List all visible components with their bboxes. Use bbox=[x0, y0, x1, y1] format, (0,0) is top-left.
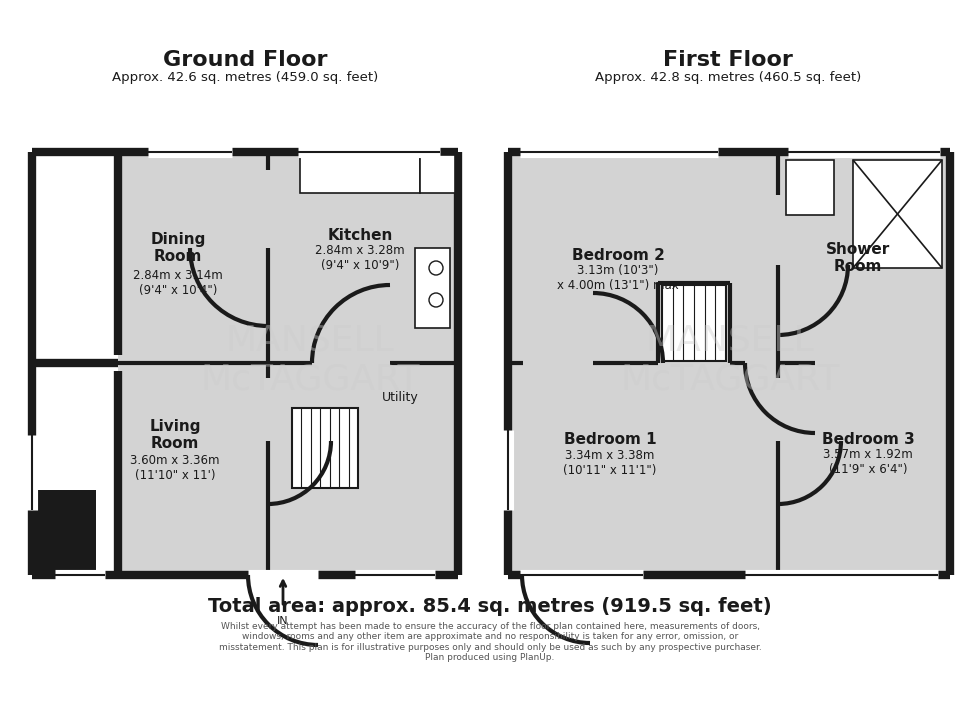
Text: 3.34m x 3.38m
(10'11" x 11'1"): 3.34m x 3.38m (10'11" x 11'1") bbox=[564, 449, 657, 477]
Text: Ground Floor: Ground Floor bbox=[163, 50, 327, 70]
Text: 2.84m x 3.14m
(9'4" x 10'4"): 2.84m x 3.14m (9'4" x 10'4") bbox=[133, 269, 222, 297]
Text: Kitchen: Kitchen bbox=[327, 228, 393, 243]
Text: Bedroom 1: Bedroom 1 bbox=[564, 432, 657, 448]
Text: 3.13m (10'3")
x 4.00m (13'1") max: 3.13m (10'3") x 4.00m (13'1") max bbox=[557, 264, 679, 292]
Bar bbox=[118, 152, 458, 575]
Bar bbox=[420, 155, 455, 193]
Text: Utility: Utility bbox=[381, 392, 418, 404]
Text: Bedroom 3: Bedroom 3 bbox=[821, 432, 914, 448]
Text: Shower
Room: Shower Room bbox=[826, 242, 890, 274]
Bar bbox=[662, 285, 726, 361]
Text: 3.57m x 1.92m
(11'9" x 6'4"): 3.57m x 1.92m (11'9" x 6'4") bbox=[823, 448, 913, 476]
Text: Dining
Room: Dining Room bbox=[150, 232, 206, 264]
Bar bbox=[32, 152, 118, 575]
Text: IN: IN bbox=[277, 616, 289, 626]
Text: MANSELL
McTAGGART: MANSELL McTAGGART bbox=[200, 323, 419, 397]
Text: Bedroom 2: Bedroom 2 bbox=[571, 248, 664, 263]
Text: Whilst every attempt has been made to ensure the accuracy of the floor plan cont: Whilst every attempt has been made to en… bbox=[219, 622, 761, 662]
Text: 3.60m x 3.36m
(11'10" x 11'): 3.60m x 3.36m (11'10" x 11') bbox=[130, 454, 220, 482]
Text: Living
Room: Living Room bbox=[149, 419, 201, 451]
Text: 2.84m x 3.28m
(9'4" x 10'9"): 2.84m x 3.28m (9'4" x 10'9") bbox=[316, 244, 405, 272]
Bar bbox=[415, 248, 450, 328]
Bar bbox=[508, 152, 950, 575]
Text: Approx. 42.6 sq. metres (459.0 sq. feet): Approx. 42.6 sq. metres (459.0 sq. feet) bbox=[112, 71, 378, 85]
Text: First Floor: First Floor bbox=[663, 50, 793, 70]
Text: Total area: approx. 85.4 sq. metres (919.5 sq. feet): Total area: approx. 85.4 sq. metres (919… bbox=[208, 597, 772, 617]
Bar bbox=[292, 408, 358, 488]
Bar bbox=[34, 490, 96, 575]
Bar bbox=[300, 155, 420, 193]
Bar bbox=[786, 160, 834, 215]
Text: MANSELL
McTAGGART: MANSELL McTAGGART bbox=[620, 323, 840, 397]
Text: Approx. 42.8 sq. metres (460.5 sq. feet): Approx. 42.8 sq. metres (460.5 sq. feet) bbox=[595, 71, 861, 85]
Bar bbox=[853, 160, 942, 268]
